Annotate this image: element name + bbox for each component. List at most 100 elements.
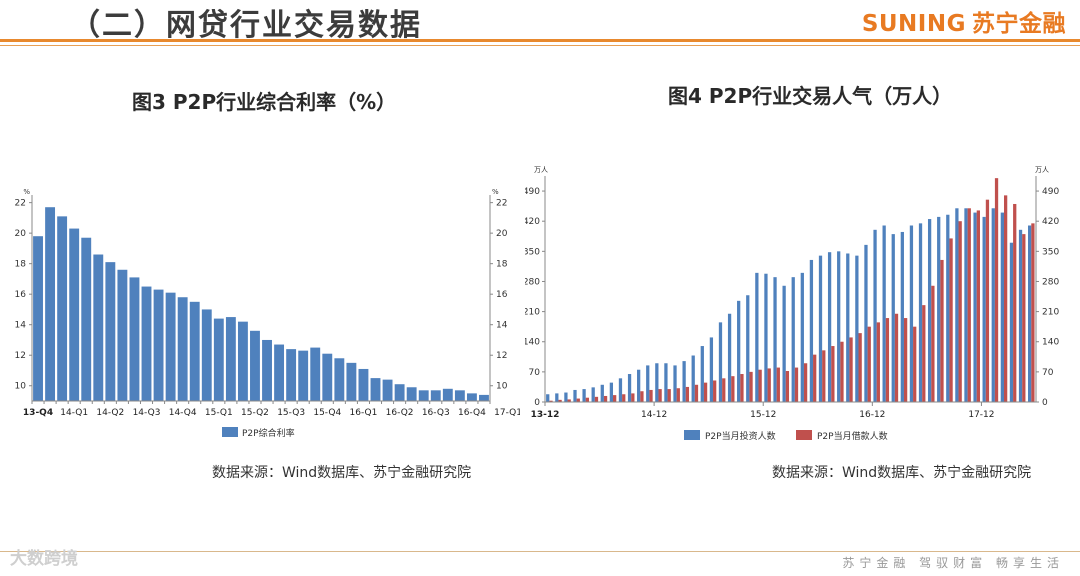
bar-borrowers <box>867 326 871 402</box>
bar-borrowers <box>994 178 999 402</box>
y-tick-label-left: 350 <box>525 247 540 257</box>
bar-investors <box>682 361 686 402</box>
bar-investors <box>909 225 914 402</box>
footer-slogan: 苏宁金融 驾驭财富 畅享生活 <box>842 556 1064 570</box>
bar-investors <box>846 253 850 402</box>
bar-borrowers <box>1031 223 1035 402</box>
bar-borrowers <box>667 389 671 402</box>
x-tick-label: 16-Q3 <box>422 408 450 418</box>
y-tick-label-left: 22 <box>15 199 26 209</box>
y-tick-label-left: 12 <box>15 351 26 361</box>
bar-borrowers <box>913 326 917 402</box>
bar <box>105 262 116 401</box>
y-tick-label-right: 210 <box>1042 308 1059 318</box>
bar <box>479 394 489 401</box>
bar-investors <box>609 382 614 402</box>
bar-borrowers <box>1003 195 1008 402</box>
bar-borrowers <box>822 350 826 402</box>
bar-investors <box>618 378 623 402</box>
bar <box>165 292 176 401</box>
bar-investors <box>891 234 895 402</box>
bar-borrowers <box>603 395 608 402</box>
bar-investors <box>600 384 604 402</box>
bar-investors <box>582 389 586 402</box>
chart4-title: 图4 P2P行业交易人气（万人） <box>668 84 953 108</box>
bar-investors <box>573 389 577 402</box>
y-tick-label-right: 18 <box>496 260 508 270</box>
y-tick-label-right: 350 <box>1042 247 1059 257</box>
bar-investors <box>691 355 695 402</box>
bar <box>33 236 43 401</box>
y-tick-label-right: 280 <box>1042 277 1059 287</box>
x-tick-label: 16-Q1 <box>350 408 378 418</box>
bar-investors <box>964 208 968 402</box>
bar-investors <box>937 216 941 402</box>
x-tick-label: 16-Q2 <box>386 408 414 418</box>
bar-investors <box>918 223 923 402</box>
bar <box>117 269 128 401</box>
x-tick-label: 15-Q2 <box>241 408 269 418</box>
bar-investors <box>927 219 932 402</box>
x-tick-label: 17-Q1 <box>494 408 520 418</box>
y-tick-label-right: 22 <box>496 199 507 209</box>
y-tick-label-left: 70 <box>529 368 541 378</box>
bar <box>57 216 68 401</box>
x-tick-label: 14-Q1 <box>60 408 88 418</box>
x-tick-label: 16-12 <box>859 410 885 420</box>
bar-investors <box>946 214 950 402</box>
bar-investors <box>827 252 832 402</box>
bar-investors <box>800 272 804 402</box>
bar-borrowers <box>922 305 926 402</box>
bar-investors <box>773 277 777 402</box>
bar-investors <box>655 363 659 402</box>
y-tick-label-right: 14 <box>496 321 508 331</box>
bar-borrowers <box>567 399 571 402</box>
y-tick-label-left: 10 <box>15 382 27 392</box>
bar-investors <box>1009 242 1014 402</box>
bar-investors <box>709 337 714 402</box>
bar <box>334 358 345 401</box>
bar-borrowers <box>949 238 953 402</box>
bar-borrowers <box>776 367 780 402</box>
y-tick-label-left: 210 <box>525 308 540 318</box>
bar-investors <box>955 208 959 402</box>
bar-borrowers <box>985 199 990 402</box>
bar-investors <box>700 346 704 402</box>
bar-borrowers <box>785 371 790 402</box>
legend-label: P2P综合利率 <box>242 427 295 439</box>
bar-investors <box>991 208 995 402</box>
y-tick-label-left: 420 <box>525 217 540 227</box>
bar-investors <box>864 244 868 402</box>
bar-borrowers <box>794 367 799 402</box>
x-tick-label: 15-12 <box>750 410 776 420</box>
header-divider-thin <box>0 45 1080 46</box>
bar-borrowers <box>958 221 962 402</box>
bar-borrowers <box>894 313 899 402</box>
chart3-source: 数据来源：Wind数据库、苏宁金融研究院 <box>212 465 472 481</box>
bar <box>358 368 369 401</box>
y-unit-left: % <box>23 188 30 196</box>
y-tick-label-left: 14 <box>15 321 27 331</box>
y-tick-label-right: 420 <box>1042 217 1059 227</box>
bar-investors <box>627 374 632 402</box>
bar-investors <box>900 231 904 402</box>
y-tick-label-right: 16 <box>496 290 508 300</box>
bar <box>274 344 285 401</box>
bar <box>382 379 393 401</box>
bar-investors <box>818 255 823 402</box>
x-tick-label: 15-Q4 <box>313 408 341 418</box>
bar <box>81 237 92 401</box>
x-tick-label: 16-Q4 <box>458 408 486 418</box>
x-tick-label: 14-Q4 <box>169 408 197 418</box>
bar <box>286 349 297 401</box>
bar-investors <box>727 313 732 402</box>
x-tick-label: 13-12 <box>531 410 560 420</box>
y-tick-label-right: 12 <box>496 351 507 361</box>
bar-investors <box>764 273 768 402</box>
bar-investors <box>564 392 568 402</box>
bar <box>442 388 453 401</box>
chart3-title: 图3 P2P行业综合利率（%） <box>132 90 397 114</box>
bar <box>262 339 272 401</box>
bar-investors <box>646 365 650 402</box>
bar <box>189 301 200 401</box>
